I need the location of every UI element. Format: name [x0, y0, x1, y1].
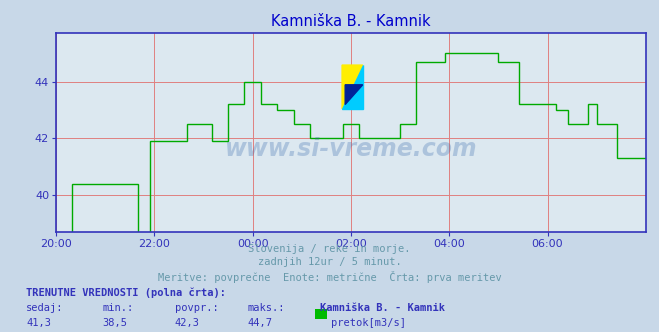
Text: 44,7: 44,7 — [247, 318, 272, 328]
Polygon shape — [342, 65, 362, 109]
Polygon shape — [345, 85, 362, 105]
Text: Kamniška B. - Kamnik: Kamniška B. - Kamnik — [320, 303, 445, 313]
Text: TRENUTNE VREDNOSTI (polna črta):: TRENUTNE VREDNOSTI (polna črta): — [26, 287, 226, 298]
Text: 38,5: 38,5 — [102, 318, 127, 328]
Text: Meritve: povprečne  Enote: metrične  Črta: prva meritev: Meritve: povprečne Enote: metrične Črta:… — [158, 271, 501, 283]
Text: sedaj:: sedaj: — [26, 303, 64, 313]
Text: zadnjih 12ur / 5 minut.: zadnjih 12ur / 5 minut. — [258, 257, 401, 267]
Text: 41,3: 41,3 — [26, 318, 51, 328]
Text: 42,3: 42,3 — [175, 318, 200, 328]
Text: Slovenija / reke in morje.: Slovenija / reke in morje. — [248, 244, 411, 254]
Text: www.si-vreme.com: www.si-vreme.com — [225, 137, 477, 161]
Title: Kamniška B. - Kamnik: Kamniška B. - Kamnik — [271, 14, 431, 29]
Text: pretok[m3/s]: pretok[m3/s] — [331, 318, 406, 328]
Text: min.:: min.: — [102, 303, 133, 313]
Text: maks.:: maks.: — [247, 303, 285, 313]
Text: povpr.:: povpr.: — [175, 303, 218, 313]
Polygon shape — [342, 65, 362, 109]
